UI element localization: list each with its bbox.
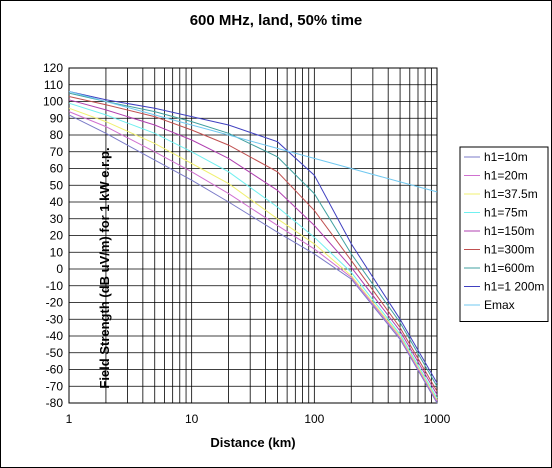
legend-label: h1=1 200m: [484, 280, 544, 294]
y-tick-label: 100: [43, 95, 63, 109]
y-tick-label: 120: [43, 61, 63, 75]
y-tick-label: -10: [46, 279, 64, 293]
chart-title: 600 MHz, land, 50% time: [190, 12, 363, 29]
y-tick-label: 110: [44, 78, 63, 92]
legend: h1=10m h1=20m h1=37.5m h1=75m h1=150m h1=300m…: [459, 146, 549, 322]
series-line: [68, 99, 438, 395]
legend-label: h1=600m: [484, 261, 534, 275]
series-lines: [68, 91, 438, 404]
y-tick-label: -30: [46, 312, 64, 326]
x-tick-label: 10: [185, 412, 199, 426]
y-tick-label: 70: [50, 145, 64, 159]
series-line: [68, 91, 438, 193]
legend-label: h1=150m: [484, 224, 534, 238]
series-line: [68, 107, 438, 400]
series-line: [68, 96, 438, 392]
x-tick-label: 1: [66, 412, 73, 426]
y-tick-label: -50: [46, 346, 64, 360]
y-tick-label: -20: [46, 296, 64, 310]
legend-label: h1=10m: [484, 150, 528, 164]
series-line: [68, 111, 438, 402]
series-line: [68, 91, 438, 384]
series-line: [68, 102, 438, 399]
x-tick-label: 1000: [424, 412, 451, 426]
y-tick-label: 0: [56, 262, 63, 276]
y-tick-label: 80: [50, 128, 64, 142]
y-tick-label: -80: [46, 396, 64, 410]
y-axis-ticks: 1201101009080706050403020100-10-20-30-40…: [43, 61, 63, 410]
y-tick-label: -70: [46, 379, 64, 393]
y-tick-label: -40: [46, 329, 64, 343]
y-tick-label: 40: [50, 195, 64, 209]
x-axis-title: Distance (km): [210, 435, 295, 450]
y-tick-label: 20: [50, 229, 64, 243]
y-tick-label: -60: [46, 363, 64, 377]
legend-label: h1=37.5m: [484, 187, 538, 201]
y-tick-label: 30: [50, 212, 64, 226]
y-tick-label: 90: [50, 111, 64, 125]
y-tick-label: 60: [50, 162, 64, 176]
x-tick-label: 100: [304, 412, 324, 426]
legend-label: h1=300m: [484, 243, 534, 257]
legend-label: h1=75m: [484, 206, 528, 220]
legend-label: Emax: [484, 298, 515, 312]
y-tick-label: 50: [50, 178, 64, 192]
legend-box: [459, 146, 549, 322]
grid: [69, 68, 437, 403]
y-tick-label: 10: [50, 245, 64, 259]
series-line: [68, 114, 438, 404]
y-axis-title: Field Strength (dB uV/m) for 1 kW e.r.p.: [97, 147, 112, 388]
legend-label: h1=20m: [484, 169, 528, 183]
x-axis-ticks: 1 10 100 1000: [66, 412, 451, 426]
series-line: [68, 92, 438, 387]
